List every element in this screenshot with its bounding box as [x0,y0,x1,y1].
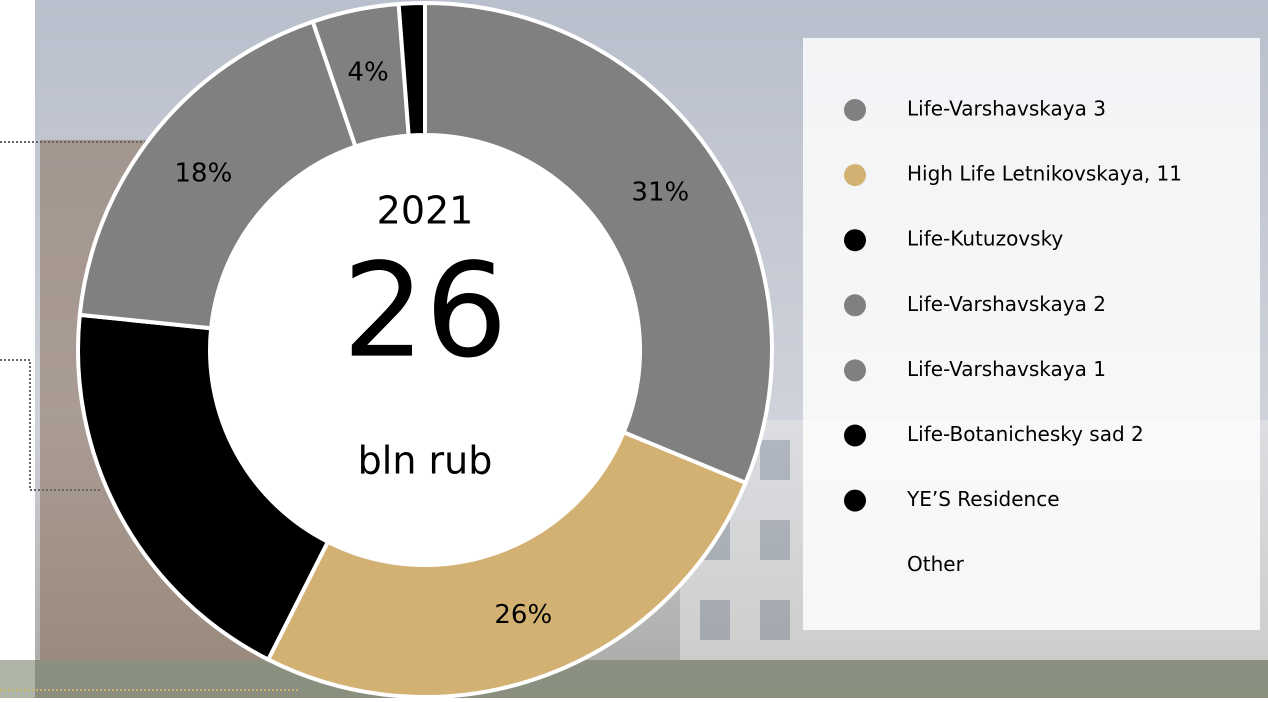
data-label: 31% [631,177,689,207]
legend-marker [844,490,866,512]
center-unit: bln rub [358,439,493,483]
data-label: 19% [148,470,206,500]
data-label: 18% [175,158,233,188]
legend-label: Life-Botanichesky sad 2 [907,422,1144,446]
center-value: 26 [342,235,507,387]
legend-marker [844,164,866,186]
data-label: 4% [347,57,388,87]
legend-label: Life-Varshavskaya 3 [907,97,1106,121]
legend-label: High Life Letnikovskaya, 11 [907,162,1182,186]
chart: 31% 26% 19% 18% 4% 2021 26 bln rub Life-Vars… [0,0,1268,698]
legend-label: Life-Varshavskaya 2 [907,292,1106,316]
legend-marker [844,99,866,121]
legend-label: Life-Kutuzovsky [907,227,1063,251]
legend-label: Other [907,552,965,576]
legend-marker [844,359,866,381]
legend-label: YE’S Residence [906,487,1060,511]
legend-marker [844,294,866,316]
data-label: 26% [494,600,552,630]
center-title: 2021 [377,189,474,233]
legend-panel [803,38,1260,630]
legend-label: Life-Varshavskaya 1 [907,357,1106,381]
legend-marker [844,229,866,251]
legend-marker [844,425,866,447]
